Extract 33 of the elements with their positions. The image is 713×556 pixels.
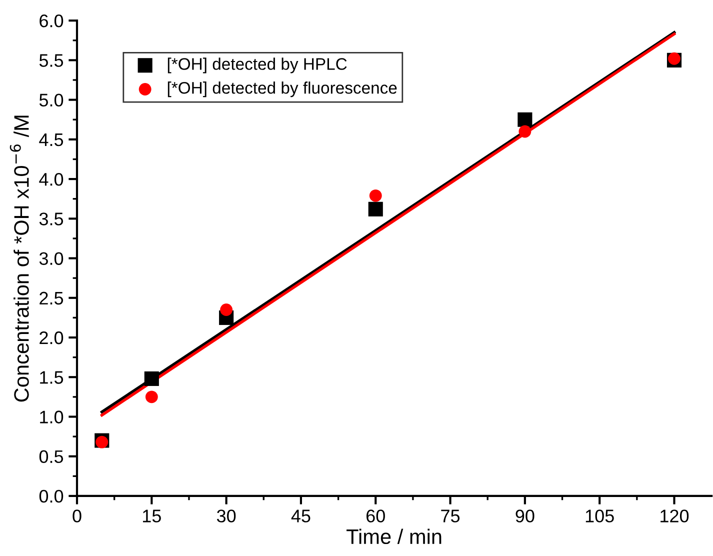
- point: [368, 202, 383, 216]
- legend-label: [*OH] detected by fluorescence: [168, 82, 397, 98]
- point: [369, 189, 382, 202]
- point: [518, 125, 532, 138]
- x-tick-label: 60: [366, 510, 385, 522]
- y-tick-label: 6.0: [40, 14, 64, 28]
- x-tick-label: 75: [441, 510, 460, 522]
- point: [518, 112, 532, 127]
- point: [220, 304, 233, 316]
- y-tick-label: 3.0: [39, 252, 64, 265]
- y-tick-label: 3.5: [39, 212, 64, 226]
- y-tick-label: 5.5: [39, 54, 64, 67]
- point: [145, 390, 158, 404]
- y-tick-label: 4.0: [39, 172, 64, 186]
- point: [144, 371, 159, 386]
- y-tick-label: 0.0: [39, 490, 64, 503]
- x-axis-title: Time / min: [346, 528, 442, 544]
- y-tick-label: 4.5: [39, 134, 64, 146]
- x-tick-label: 0: [72, 510, 82, 522]
- y-tick-label: 2.0: [40, 331, 64, 344]
- y-tick-label: 2.5: [40, 292, 64, 305]
- y-tick-label: 0.5: [39, 450, 64, 464]
- y-tick-label: 5.0: [39, 94, 64, 107]
- x-tick-label: 120: [660, 510, 689, 522]
- y-axis-title: Concentration of *OH x10$^{−6}$ /M: [10, 116, 29, 402]
- x-tick-label: 30: [216, 510, 236, 522]
- x-tick-label: 105: [586, 510, 614, 522]
- y-tick-label: 1.5: [40, 371, 64, 384]
- x-tick-label: 45: [291, 510, 310, 522]
- x-tick-label: 90: [516, 510, 534, 522]
- y-tick-label: 1.0: [40, 410, 64, 424]
- x-tick-label: 15: [142, 510, 161, 522]
- legend-label: [*OH] detected by HPLC: [168, 58, 347, 74]
